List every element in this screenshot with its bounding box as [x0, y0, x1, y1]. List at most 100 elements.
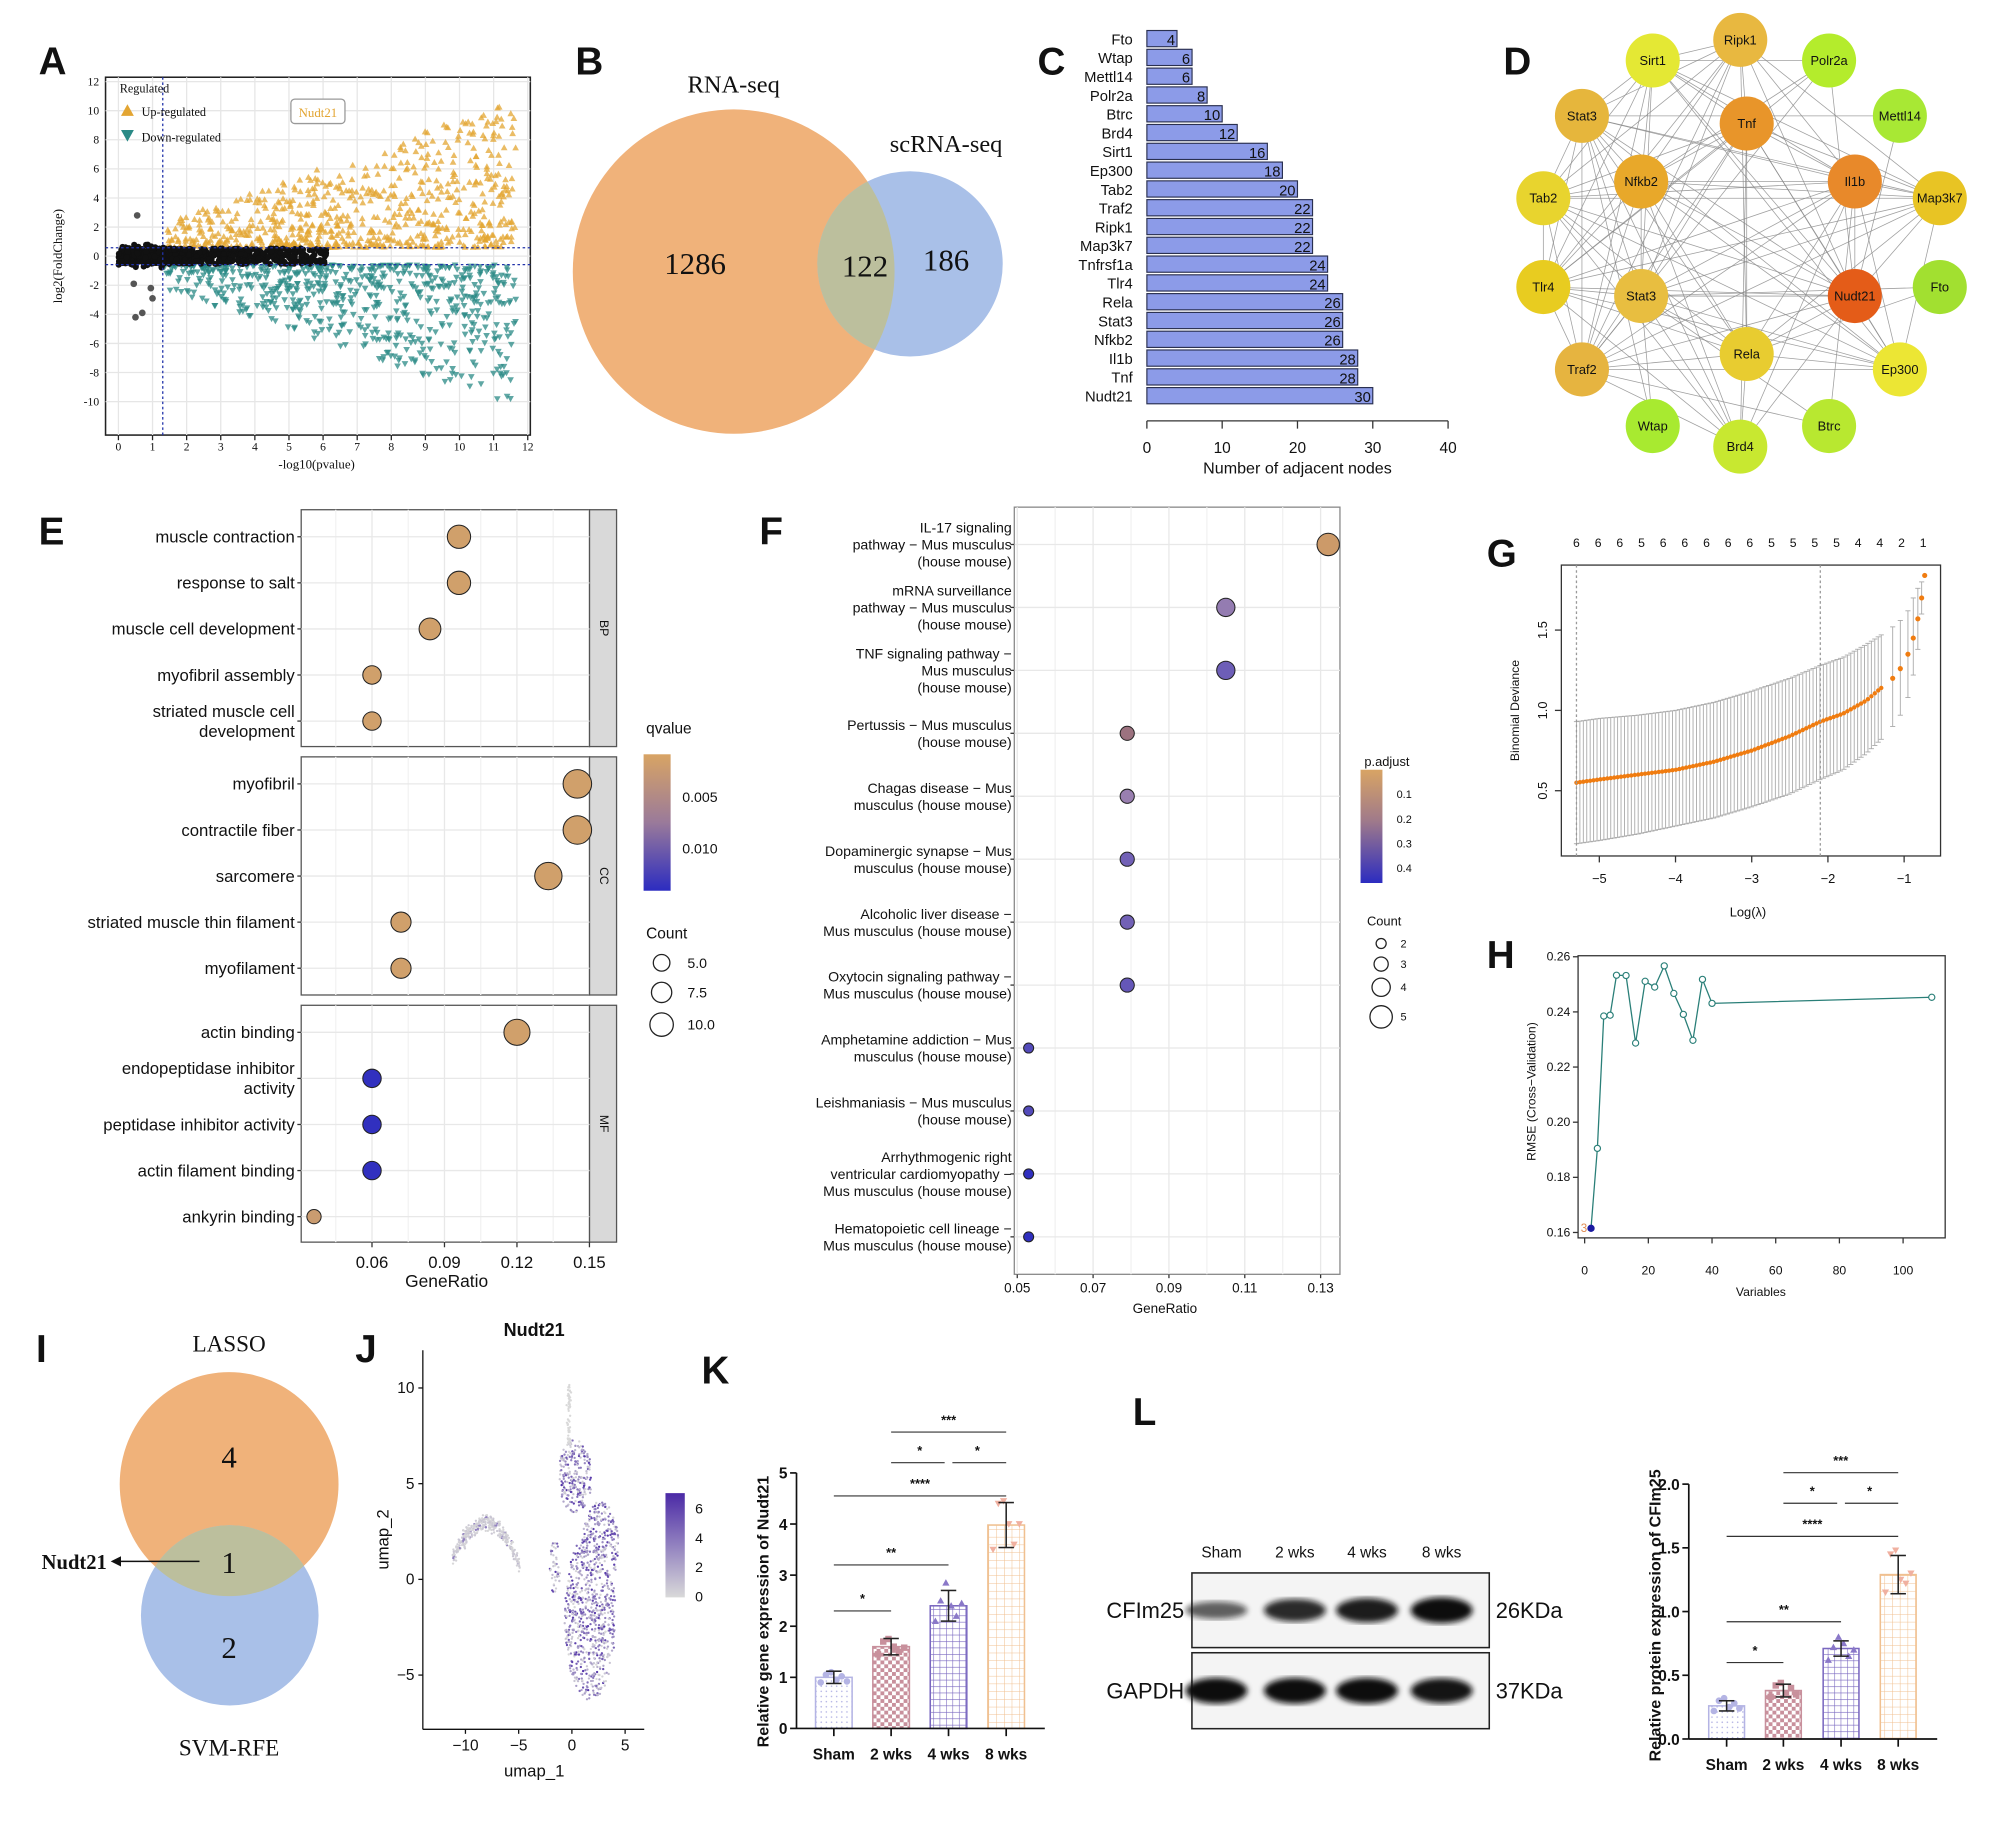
ns-point [280, 245, 286, 252]
cell-point [609, 1610, 613, 1613]
cell-point [486, 1529, 490, 1533]
legend-label: Up-regulated [142, 105, 206, 119]
bar [1146, 161, 1283, 179]
up-regulated-point [196, 226, 203, 233]
cell-point [550, 1553, 553, 1556]
up-regulated-point [466, 178, 473, 185]
x-axis-label: GeneRatio [405, 1271, 488, 1291]
down-regulated-point [393, 335, 400, 342]
cell-point [591, 1559, 595, 1562]
cell-point [608, 1654, 611, 1657]
down-regulated-point [407, 340, 415, 347]
down-regulated-point [254, 276, 262, 283]
cell-point [568, 1664, 572, 1667]
up-regulated-point [402, 220, 410, 227]
cell-point [603, 1672, 606, 1675]
cell-point [584, 1488, 587, 1491]
cell-point [604, 1639, 607, 1642]
down-regulated-point [402, 336, 410, 343]
down-regulated-point [432, 329, 439, 336]
category-label: Mettl14 [1084, 70, 1133, 86]
term-label: Mus musculus (house mouse) [823, 1237, 1012, 1253]
cell-point [607, 1611, 610, 1614]
x-tick-label: 20 [1289, 440, 1306, 457]
down-regulated-point [229, 277, 236, 284]
x-tick-label: 0 [1143, 440, 1152, 457]
colorbar-tick-label: 0.3 [1397, 838, 1412, 850]
up-regulated-point [377, 192, 384, 199]
ns-point [303, 253, 310, 259]
up-regulated-point [480, 213, 488, 220]
down-regulated-point [319, 288, 326, 295]
up-regulated-point [453, 186, 461, 193]
up-regulated-point [481, 198, 489, 205]
cell-point [568, 1383, 571, 1387]
up-regulated-point [233, 210, 241, 217]
cell-point [605, 1507, 609, 1511]
x-tick-label: 8 wks [985, 1746, 1027, 1763]
up-regulated-point [460, 184, 468, 191]
cell-point [587, 1461, 591, 1465]
down-regulated-point [475, 328, 483, 335]
down-regulated-point [497, 364, 505, 371]
node-label: Polr2a [1810, 53, 1848, 68]
cell-point [572, 1602, 575, 1605]
up-regulated-point [434, 195, 442, 202]
cell-point [606, 1579, 609, 1582]
up-regulated-point [305, 191, 313, 198]
cell-point [517, 1570, 521, 1573]
top-axis-label: 4 [1855, 536, 1862, 550]
cell-point [593, 1549, 596, 1552]
bar-value-label: 22 [1294, 221, 1310, 237]
facet-panel [300, 1004, 591, 1243]
panel-letter-g: G [1487, 532, 1517, 575]
down-regulated-point [449, 346, 456, 353]
up-regulated-point [483, 165, 491, 172]
cell-point [557, 1566, 560, 1569]
up-regulated-point [419, 235, 427, 242]
up-regulated-point [350, 228, 358, 235]
node-stat3: Stat3 [1554, 88, 1609, 143]
category-label: Fto [1111, 32, 1132, 48]
cell-point [598, 1692, 602, 1696]
x-tick-label: 10 [1214, 440, 1231, 457]
x-tick-label: −4 [1668, 871, 1683, 886]
down-regulated-point [425, 371, 433, 378]
cell-point [511, 1547, 514, 1550]
cell-point [595, 1501, 598, 1505]
up-regulated-point [227, 233, 235, 240]
node-label: Map3k7 [1917, 191, 1963, 206]
down-regulated-point [477, 279, 484, 286]
up-regulated-point [313, 166, 321, 173]
up-regulated-point [257, 218, 264, 225]
down-regulated-point [369, 265, 377, 272]
up-regulated-point [367, 197, 374, 204]
cell-point [601, 1504, 604, 1507]
x-tick-label: 0 [116, 441, 122, 454]
cell-point [586, 1638, 589, 1641]
up-regulated-point [278, 205, 286, 212]
down-regulated-point [262, 304, 270, 311]
cell-point [572, 1502, 575, 1505]
cell-point [594, 1607, 598, 1610]
term-label: musculus (house mouse) [854, 860, 1012, 876]
up-regulated-point [434, 217, 442, 224]
up-regulated-point [289, 231, 296, 238]
cell-point [594, 1641, 598, 1644]
cell-point [595, 1530, 598, 1533]
size-legend-label: 4 [1400, 982, 1406, 994]
dot [1119, 725, 1135, 741]
colorbar-tick-label: 0.4 [1397, 863, 1412, 875]
cell-point [570, 1475, 573, 1478]
cell-point [592, 1691, 595, 1695]
cell-point [595, 1569, 598, 1573]
facet-strip-label: BP [597, 620, 611, 636]
term-label: Alcoholic liver disease − [860, 906, 1011, 922]
down-regulated-point [397, 290, 404, 297]
cell-point [611, 1612, 614, 1616]
cell-point [580, 1574, 583, 1577]
cell-point [598, 1522, 601, 1525]
down-regulated-point [284, 324, 292, 331]
cell-point [567, 1427, 570, 1430]
cell-point [595, 1693, 598, 1696]
